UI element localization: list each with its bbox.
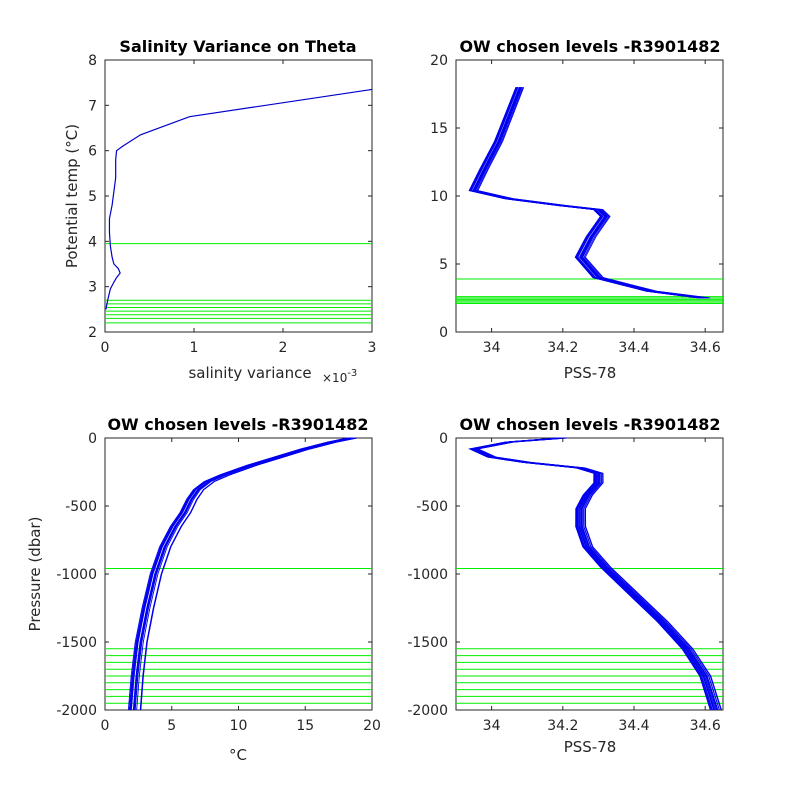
panel-3-series-line bbox=[136, 437, 354, 711]
panel-4-series-line bbox=[474, 437, 720, 711]
y-tick-label: -2000 bbox=[56, 703, 97, 719]
panel-4-xlabel: PSS-78 bbox=[564, 738, 617, 756]
panel-2-series-line bbox=[474, 87, 708, 299]
x-tick-label: 34.6 bbox=[690, 340, 721, 356]
x-tick-label: 34.4 bbox=[618, 340, 649, 356]
x-tick-label: 3 bbox=[368, 340, 377, 356]
panel-4-title: OW chosen levels -R3901482 bbox=[459, 415, 720, 434]
panel-3-title: OW chosen levels -R3901482 bbox=[107, 415, 368, 434]
panel-2-title: OW chosen levels -R3901482 bbox=[459, 37, 720, 56]
salinity-profile-panel: OW chosen levels -R3901482 34 34.2 34.4 34.… bbox=[430, 37, 724, 382]
y-tick-label: 15 bbox=[430, 121, 448, 137]
y-tick-label: -500 bbox=[416, 499, 448, 515]
y-tick-label: 4 bbox=[88, 234, 97, 250]
x-tick-label: 10 bbox=[230, 718, 248, 734]
panel-3-series-line bbox=[130, 437, 350, 711]
panel-3-ylabel: Pressure (dbar) bbox=[26, 517, 44, 632]
x-tick-label: 0 bbox=[101, 340, 110, 356]
salinity-pressure-panel: OW chosen levels -R3901482 34 34.2 34.4 34.… bbox=[407, 415, 724, 756]
x-tick-label: 34 bbox=[483, 340, 501, 356]
y-tick-label: 2 bbox=[88, 325, 97, 341]
x-tick-label: 5 bbox=[167, 718, 176, 734]
panel-3-series-line bbox=[140, 437, 357, 711]
panel-3-marks bbox=[105, 437, 372, 711]
y-tick-label: 10 bbox=[430, 189, 448, 205]
panel-1-x-multiplier-exp: -3 bbox=[347, 368, 357, 379]
panel-2-marks bbox=[456, 87, 723, 304]
temperature-pressure-panel: OW chosen levels -R3901482 0 5 10 15 20 -2000… bbox=[26, 415, 381, 764]
y-tick-label: 5 bbox=[88, 189, 97, 205]
y-tick-label: 8 bbox=[88, 53, 97, 69]
y-tick-label: 20 bbox=[430, 53, 448, 69]
panel-1-x-multiplier: ×10-3 bbox=[322, 368, 357, 385]
x-tick-label: 34.2 bbox=[547, 718, 578, 734]
y-tick-label: -1000 bbox=[56, 567, 97, 583]
x-tick-label: 15 bbox=[296, 718, 314, 734]
panel-4-marks bbox=[456, 437, 723, 711]
x-tick-label: 34.4 bbox=[618, 718, 649, 734]
panel-1-title: Salinity Variance on Theta bbox=[119, 37, 356, 56]
panel-3-axes bbox=[104, 437, 373, 711]
panel-3-ticks: 0 5 10 15 20 -2000 -1500 -1000 -500 0 bbox=[56, 431, 381, 734]
y-tick-label: 6 bbox=[88, 144, 97, 160]
salinity-variance-panel: Salinity Variance on Theta 0 1 2 3 2 3 4 5 6 7 8 s… bbox=[63, 37, 376, 385]
y-tick-label: -1500 bbox=[56, 635, 97, 651]
panel-1-series-line bbox=[105, 88, 373, 310]
x-tick-label: 34 bbox=[483, 718, 501, 734]
panel-1-axes bbox=[104, 59, 373, 333]
panel-4-series-line bbox=[473, 437, 719, 711]
y-tick-label: -1000 bbox=[407, 567, 448, 583]
x-tick-label: 34.2 bbox=[547, 340, 578, 356]
x-tick-label: 2 bbox=[279, 340, 288, 356]
y-tick-label: 0 bbox=[439, 325, 448, 341]
y-tick-label: 7 bbox=[88, 98, 97, 114]
panel-1-x-multiplier-base: ×10 bbox=[322, 371, 347, 385]
panel-1-xlabel: salinity variance bbox=[188, 364, 311, 382]
panel-4-axes bbox=[455, 437, 724, 711]
panel-1-ticks: 0 1 2 3 2 3 4 5 6 7 8 bbox=[88, 53, 376, 356]
panel-4-series-line bbox=[476, 437, 722, 711]
y-tick-label: 5 bbox=[439, 257, 448, 273]
x-tick-label: 0 bbox=[101, 718, 110, 734]
panel-2-ticks: 34 34.2 34.4 34.6 0 5 10 15 20 bbox=[430, 53, 723, 356]
panel-1-ylabel: Potential temp (°C) bbox=[63, 124, 81, 268]
y-tick-label: 0 bbox=[439, 431, 448, 447]
x-tick-label: 34.6 bbox=[690, 718, 721, 734]
y-tick-label: -2000 bbox=[407, 703, 448, 719]
panel-4-series-line bbox=[469, 437, 713, 711]
x-tick-label: 1 bbox=[190, 340, 199, 356]
y-tick-label: -1500 bbox=[407, 635, 448, 651]
y-tick-label: -500 bbox=[65, 499, 97, 515]
panel-2-series-line bbox=[469, 87, 701, 299]
panel-4-ticks: 34 34.2 34.4 34.6 -2000 -1500 -1000 -500 0 bbox=[407, 431, 723, 734]
y-tick-label: 0 bbox=[88, 431, 97, 447]
panel-3-xlabel: °C bbox=[229, 746, 247, 764]
panel-3-series-line bbox=[133, 437, 352, 711]
y-tick-label: 3 bbox=[88, 280, 97, 296]
x-tick-label: 20 bbox=[363, 718, 381, 734]
panel-4-series-line bbox=[471, 437, 715, 711]
panel-2-xlabel: PSS-78 bbox=[564, 364, 617, 382]
panel-1-marks bbox=[105, 88, 373, 324]
